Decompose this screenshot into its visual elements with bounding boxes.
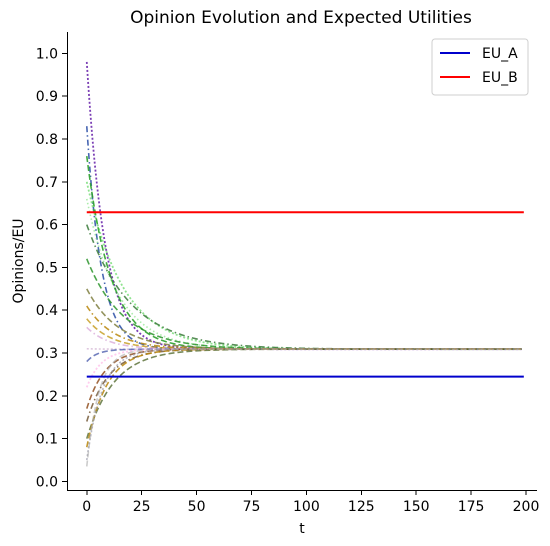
x-tick-label: 50 [188,499,206,515]
y-tick-label: 0.5 [36,260,58,276]
x-tick-label: 75 [243,499,261,515]
opinion-series-line-13 [85,348,522,388]
opinion-series-line-19 [85,348,522,467]
legend-label-eu-b: EU_B [482,70,518,86]
y-tick-label: 0.4 [36,303,58,319]
y-tick-label: 0.0 [36,474,58,490]
opinion-series-line-9 [86,318,522,350]
opinion-series-line-6 [86,258,522,350]
opinion-series-line-0 [85,61,522,351]
opinion-series-line-1 [85,126,522,350]
opinion-series-line-7 [86,288,522,350]
x-tick-label: 0 [82,499,91,515]
x-tick-label: 125 [348,499,375,515]
y-tick-label: 1.0 [36,46,58,62]
plot-area [85,61,524,467]
opinion-series-line-17 [85,348,522,448]
x-tick-label: 200 [513,499,540,515]
opinion-series-line-18 [85,348,522,461]
x-tick-label: 175 [458,499,485,515]
y-tick-label: 0.2 [36,389,58,405]
y-tick-label: 0.9 [36,89,58,105]
x-axis-label: t [299,521,305,537]
opinion-series-line-3 [85,181,522,351]
opinion-series-line-8 [86,305,522,350]
y-tick-label: 0.1 [36,432,58,448]
y-tick-label: 0.8 [36,132,58,148]
y-tick-label: 0.6 [36,218,58,234]
y-axis-ticks: 0.0 0.1 0.2 0.3 0.4 0.5 0.6 0.7 0.8 0.9 1.0 [36,46,67,490]
opinion-series-line-4 [85,198,522,350]
legend-label-eu-a: EU_A [482,46,518,62]
y-tick-label: 0.7 [36,175,58,191]
x-tick-label: 150 [403,499,430,515]
x-tick-label: 25 [133,499,151,515]
opinion-series-line-10 [86,326,522,350]
opinion-series-line-5 [86,224,522,350]
x-axis-ticks: 0 25 50 75 100 125 150 175 200 [82,490,539,515]
chart-title: Opinion Evolution and Expected Utilities [130,8,472,28]
y-tick-label: 0.3 [36,346,58,362]
y-axis-label: Opinions/EU [11,218,27,303]
opinion-series-line-16 [86,348,522,439]
legend: EU_A EU_B [431,38,529,96]
x-tick-label: 100 [293,499,320,515]
opinion-series-line-15 [86,348,522,422]
